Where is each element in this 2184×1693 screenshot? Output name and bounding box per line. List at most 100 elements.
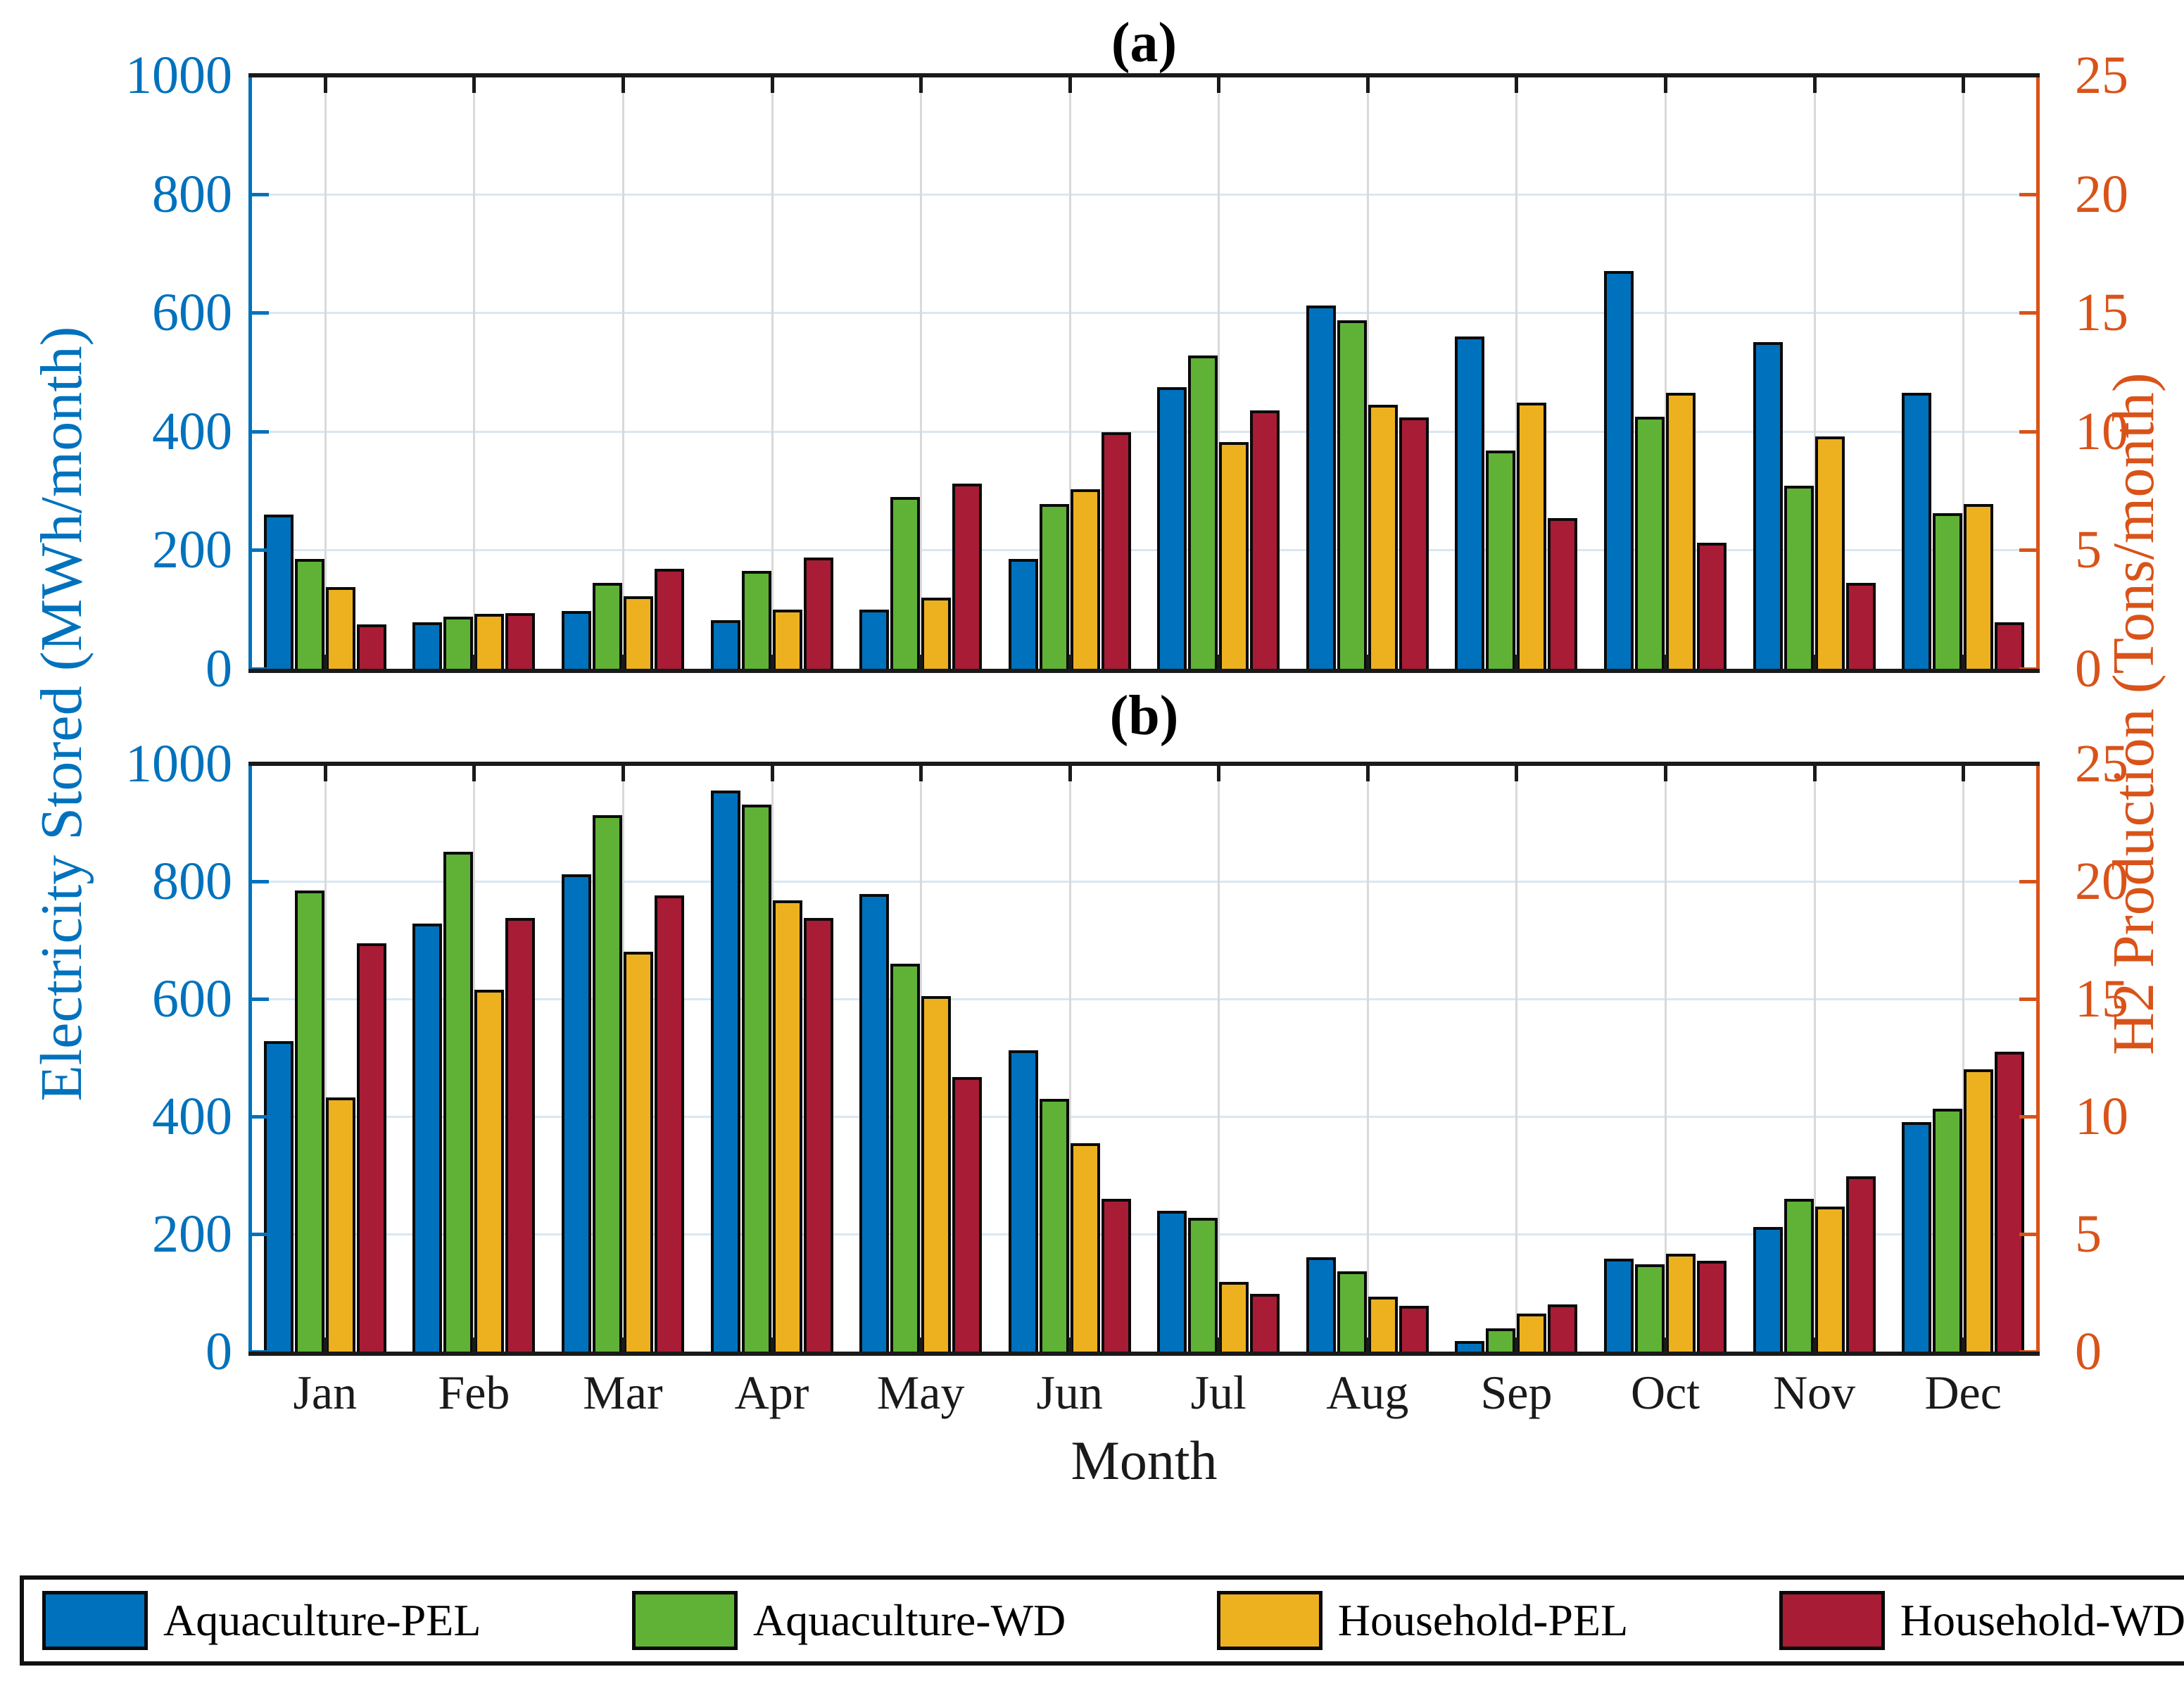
bar-household-wd-oct (1697, 543, 1727, 672)
bar-aquaculture-wd-aug (1337, 320, 1367, 672)
bar-aquaculture-pel-oct (1604, 1259, 1634, 1354)
bar-household-pel-apr (772, 900, 802, 1354)
x-tick-top (1365, 766, 1370, 781)
bar-aquaculture-wd-mar (592, 815, 622, 1354)
bar-aquaculture-pel-jun (1008, 1050, 1038, 1354)
top-spine (248, 73, 2040, 77)
legend-swatch-aquaculture-pel (42, 1591, 148, 1650)
gridline-vertical (1068, 75, 1071, 669)
left-tick (252, 1233, 269, 1236)
bar-household-pel-dec (1964, 504, 1994, 672)
gridline-vertical (1813, 75, 1816, 669)
bar-household-pel-aug (1368, 1297, 1398, 1354)
bar-aquaculture-wd-aug (1337, 1271, 1367, 1354)
x-tick-top (1068, 77, 1072, 93)
bar-household-wd-feb (505, 612, 536, 672)
bar-aquaculture-wd-apr (741, 805, 771, 1354)
legend-label: Aquaculture-WD (752, 1595, 1066, 1645)
gridline-horizontal (251, 549, 2038, 552)
left-tick (252, 548, 269, 553)
legend-label: Household-WD (1900, 1595, 2184, 1645)
bar-aquaculture-pel-apr (710, 619, 740, 672)
bar-aquaculture-wd-sep (1486, 1328, 1516, 1354)
x-tick-top (770, 77, 774, 93)
x-tick-bottom (1068, 1338, 1072, 1353)
x-tick-label-dec: Dec (1924, 1366, 2002, 1419)
left-y-axis-label: Electricity Stored (MWh/month) (29, 325, 94, 1102)
x-tick-label-may: May (876, 1366, 965, 1419)
left-tick-label: 800 (152, 852, 232, 911)
bar-household-wd-oct (1697, 1260, 1727, 1354)
x-tick-label-sep: Sep (1480, 1366, 1553, 1419)
bar-aquaculture-pel-oct (1604, 271, 1634, 672)
right-tick-label: 5 (2075, 520, 2102, 580)
x-tick-bottom (1812, 1338, 1817, 1353)
x-tick-bottom (621, 655, 625, 670)
bar-aquaculture-pel-may (859, 609, 890, 672)
bar-household-pel-jun (1070, 1143, 1100, 1354)
gridline-vertical (473, 75, 476, 669)
right-tick-label: 10 (2075, 1087, 2128, 1146)
right-tick-label: 10 (2075, 401, 2128, 461)
x-tick-top (1217, 766, 1221, 781)
gridline-horizontal (251, 312, 2038, 315)
x-tick-bottom (1365, 655, 1370, 670)
bar-aquaculture-wd-oct (1635, 416, 1665, 672)
bar-household-pel-oct (1666, 1254, 1696, 1354)
bar-household-wd-jun (1101, 1198, 1131, 1354)
bar-household-wd-feb (505, 917, 536, 1354)
x-tick-top (770, 766, 774, 781)
bar-aquaculture-wd-jun (1039, 503, 1069, 672)
right-tick (2019, 1115, 2036, 1119)
bar-household-pel-jul (1219, 1281, 1249, 1354)
bar-household-wd-jul (1250, 410, 1280, 672)
legend-swatch-household-wd (1779, 1591, 1885, 1650)
left-tick (252, 429, 269, 434)
top-spine (248, 762, 2040, 766)
bar-household-wd-may (952, 483, 983, 672)
bar-aquaculture-pel-mar (561, 874, 591, 1354)
right-tick-label: 15 (2075, 969, 2128, 1028)
x-tick-bottom (1068, 655, 1072, 670)
gridline-vertical (771, 764, 774, 1352)
x-tick-top (472, 77, 476, 93)
right-tick-label: 5 (2075, 1204, 2102, 1264)
bar-aquaculture-wd-jan (294, 890, 324, 1354)
right-tick (2019, 311, 2036, 315)
bar-household-pel-feb (474, 613, 505, 672)
bar-aquaculture-wd-jan (294, 559, 324, 672)
x-tick-top (1365, 77, 1370, 93)
gridline-vertical (1366, 764, 1369, 1352)
gridline-vertical (1218, 764, 1220, 1352)
x-tick-top (1515, 766, 1519, 781)
x-tick-bottom (770, 1338, 774, 1353)
gridline-horizontal (251, 193, 2038, 196)
bar-household-wd-apr (803, 917, 833, 1354)
x-tick-top (621, 766, 625, 781)
bar-household-wd-dec (1995, 622, 2025, 672)
bar-household-wd-sep (1548, 1304, 1578, 1354)
bar-aquaculture-pel-feb (412, 924, 443, 1354)
gridline-vertical (1962, 75, 1965, 669)
left-tick (252, 997, 269, 1001)
right-tick-label: 0 (2075, 1322, 2102, 1381)
bar-household-pel-may (921, 597, 952, 672)
x-tick-bottom (323, 1338, 327, 1353)
gridline-vertical (324, 75, 327, 669)
right-tick-label: 20 (2075, 852, 2128, 911)
x-tick-label-mar: Mar (583, 1366, 663, 1419)
left-tick-label: 1000 (125, 734, 232, 793)
x-tick-label-jan: Jan (293, 1366, 358, 1419)
x-tick-bottom (919, 655, 923, 670)
gridline-vertical (1813, 764, 1816, 1352)
legend-item-household-wd: Household-WD (1779, 1591, 2184, 1650)
left-tick-label: 200 (152, 1204, 232, 1264)
x-tick-label-aug: Aug (1326, 1366, 1409, 1419)
legend-swatch-aquaculture-wd (631, 1591, 738, 1650)
left-tick-label: 600 (152, 283, 232, 343)
bar-aquaculture-wd-nov (1784, 1198, 1814, 1354)
bar-aquaculture-wd-jul (1188, 355, 1218, 672)
x-tick-label-apr: Apr (734, 1366, 809, 1419)
x-tick-bottom (1962, 655, 1966, 670)
